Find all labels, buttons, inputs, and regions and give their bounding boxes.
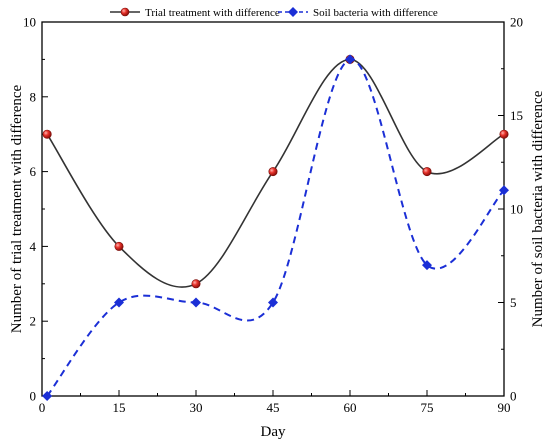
legend-marker-trial [120,7,130,17]
data-point-circle [42,129,52,139]
y-tick-label: 4 [30,239,37,254]
data-point-circle [191,279,201,289]
y2-tick-label: 5 [510,295,517,310]
series-line [46,58,505,397]
x-tick-label: 30 [190,400,203,415]
x-tick-label: 15 [113,400,126,415]
y-axis-left-title: Number of trial treatment with differenc… [9,84,25,333]
x-tick-label: 0 [39,400,46,415]
y2-tick-label: 15 [510,108,523,123]
legend-marker-soil [288,7,298,17]
y-axis-left: 0 2 4 6 8 10 [23,15,48,404]
x-tick-label: 60 [344,400,357,415]
y2-tick-label: 0 [510,389,517,404]
x-axis-title: Day [261,424,286,440]
y-tick-label: 10 [23,15,36,30]
x-axis: 0 15 30 45 60 75 90 [39,390,511,415]
series-trial-treatment [42,54,509,289]
data-point-circle [499,129,509,139]
y-tick-label: 6 [30,164,37,179]
data-point-circle [114,241,124,251]
plot-frame [41,21,505,397]
legend-item-trial: Trial treatment with difference [110,7,280,19]
y-axis-right-title: Number of soil bacteria with difference [530,90,546,327]
legend-item-soil: Soil bacteria with difference [278,7,438,19]
series-soil-bacteria [42,54,509,401]
data-point-diamond [268,297,278,308]
x-tick-label: 75 [421,400,434,415]
data-point-diamond [42,391,53,401]
plot-border [41,21,505,397]
data-point-circle [268,167,278,177]
x-tick-label: 45 [267,400,280,415]
legend-label-trial: Trial treatment with difference [145,7,280,19]
legend-label-soil: Soil bacteria with difference [313,7,438,19]
legend: Trial treatment with difference Soil bac… [110,7,438,19]
series-layer [42,54,509,401]
data-point-circle [422,167,432,177]
data-point-diamond [114,297,124,308]
y2-tick-label: 20 [510,15,523,30]
y-tick-label: 8 [30,89,37,104]
y-tick-label: 2 [30,314,37,329]
data-point-diamond [499,185,509,196]
y-axis-right: 0 5 10 15 20 [498,15,523,404]
y2-tick-label: 10 [510,202,523,217]
data-point-diamond [191,297,201,308]
data-point-diamond [345,54,355,65]
y-tick-label: 0 [30,389,37,404]
x-tick-label: 90 [498,400,511,415]
data-point-diamond [422,260,432,271]
